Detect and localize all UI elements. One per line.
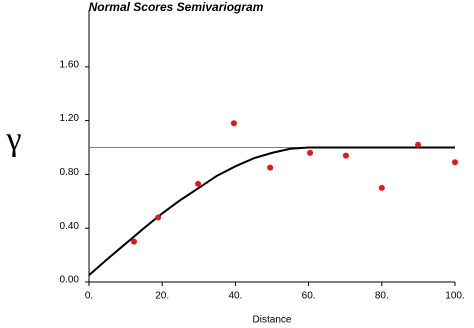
data-point [452, 159, 458, 166]
data-point [230, 120, 237, 127]
data-point [378, 184, 385, 191]
data-point [131, 238, 138, 245]
x-tick-label: 80. [375, 291, 389, 302]
y-tick-label: 1.60 [60, 59, 80, 70]
y-axis-label: γ [5, 121, 21, 158]
data-point [155, 214, 162, 221]
x-tick-label: 60. [302, 291, 316, 302]
x-tick-label: 40. [228, 291, 242, 302]
data-point [195, 180, 202, 187]
data-point [307, 149, 314, 156]
y-tick-label: 0.80 [60, 167, 80, 178]
data-point [415, 141, 422, 148]
x-tick-label: 100. [445, 291, 464, 302]
model-line [88, 146, 455, 277]
y-tick-label: 0.00 [60, 275, 80, 286]
y-tick-label: 0.40 [60, 221, 80, 232]
data-point [342, 152, 349, 159]
x-tick-label: 20. [155, 291, 169, 302]
x-axis-label: Distance [253, 315, 292, 326]
y-tick-label: 1.20 [60, 113, 80, 124]
data-point [267, 164, 274, 171]
chart-title: Normal Scores Semivariogram [89, 0, 264, 14]
x-tick-label: 0. [85, 291, 93, 302]
